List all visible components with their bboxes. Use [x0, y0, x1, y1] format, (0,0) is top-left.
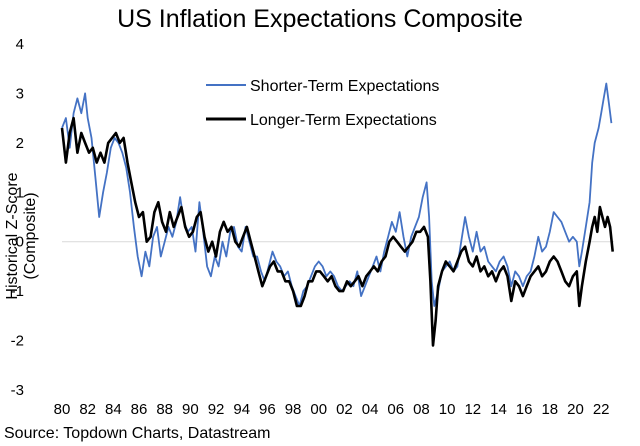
- x-tick-label: 16: [516, 401, 533, 418]
- x-tick-label: 82: [79, 401, 96, 418]
- x-tick-label: 84: [105, 401, 122, 418]
- source-note: Source: Topdown Charts, Datastream: [4, 425, 271, 442]
- y-tick-label: -1: [11, 283, 24, 300]
- x-tick-label: 92: [208, 401, 225, 418]
- y-axis-ticks: -3 -2 -1 0 1 2 3 4: [11, 36, 24, 399]
- x-tick-label: 06: [387, 401, 404, 418]
- x-tick-label: 88: [156, 401, 173, 418]
- chart-title: US Inflation Expectations Composite: [117, 5, 523, 33]
- x-tick-label: 18: [541, 401, 558, 418]
- x-tick-label: 20: [567, 401, 584, 418]
- x-tick-label: 10: [439, 401, 456, 418]
- legend-label: Shorter-Term Expectations: [250, 78, 439, 95]
- y-tick-label: 3: [16, 85, 24, 102]
- x-tick-label: 22: [593, 401, 610, 418]
- x-tick-label: 14: [490, 401, 507, 418]
- x-tick-label: 12: [464, 401, 481, 418]
- x-tick-label: 90: [182, 401, 199, 418]
- x-tick-label: 04: [362, 401, 379, 418]
- legend: Shorter-Term Expectations Longer-Term Exp…: [206, 78, 439, 129]
- x-tick-label: 96: [259, 401, 276, 418]
- x-tick-label: 08: [413, 401, 430, 418]
- x-tick-label: 98: [285, 401, 302, 418]
- y-tick-label: -2: [11, 333, 24, 350]
- y-tick-label: 0: [16, 234, 24, 251]
- y-tick-label: 2: [16, 135, 24, 152]
- x-tick-label: 00: [310, 401, 327, 418]
- series-line-longer-term: [60, 116, 614, 347]
- y-tick-label: -3: [11, 382, 24, 399]
- legend-label: Longer-Term Expectations: [250, 112, 437, 129]
- x-tick-label: 86: [131, 401, 148, 418]
- y-tick-label: 1: [16, 184, 24, 201]
- x-tick-label: 94: [233, 401, 250, 418]
- x-axis-ticks: 80 82 84 86 88 90 92 94 96 98 00 02 04 06 08 10 12 14 16 18…: [54, 401, 610, 418]
- x-tick-label: 80: [54, 401, 71, 418]
- x-tick-label: 02: [336, 401, 353, 418]
- series-group: [60, 82, 614, 347]
- y-tick-label: 4: [16, 36, 24, 53]
